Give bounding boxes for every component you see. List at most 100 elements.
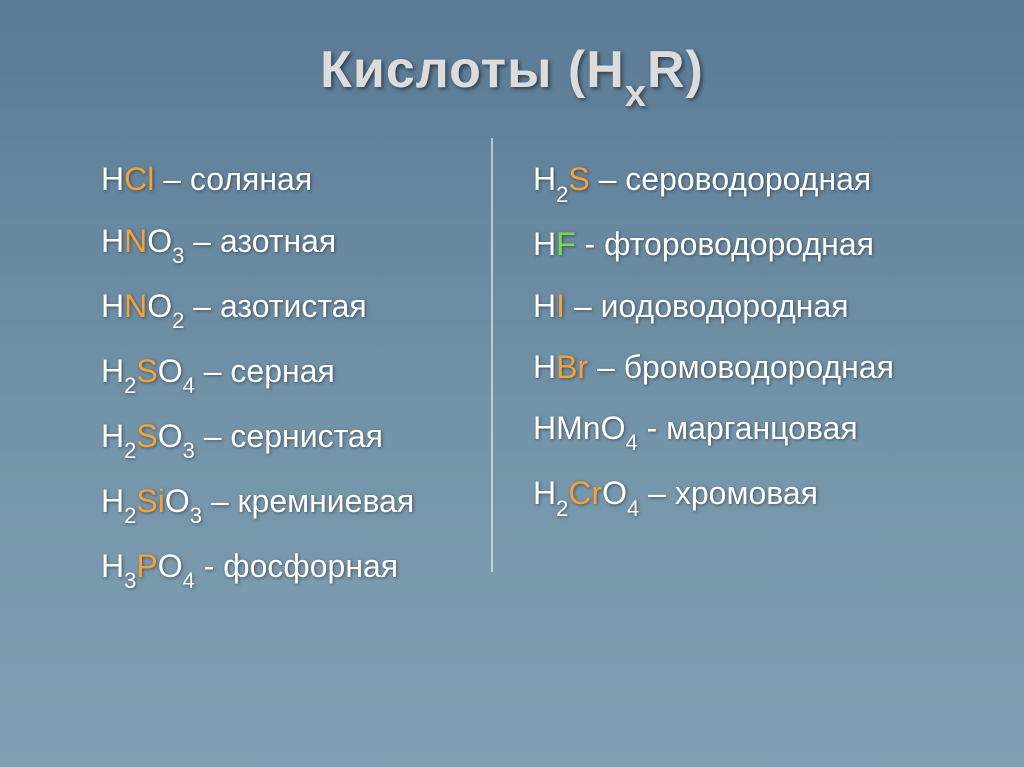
acid-entry: HBr – бромоводородная: [533, 346, 894, 389]
separator: –: [184, 288, 220, 324]
formula: H2SO3: [101, 418, 195, 454]
formula: HCl: [101, 161, 154, 197]
formula-element: Br: [556, 349, 588, 385]
separator: –: [588, 349, 624, 385]
formula-suffix-sub: 4: [625, 430, 637, 455]
acid-entry: H3PO4 - фосфорная: [101, 545, 398, 592]
formula-prefix: H: [533, 161, 556, 197]
formula-suffix: O: [165, 483, 190, 519]
formula-suffix: O: [158, 418, 183, 454]
slide: Кислоты (HxR) HCl – солянаяHNO3 – азотна…: [0, 0, 1024, 767]
formula-prefix-sub: 2: [124, 438, 136, 463]
acid-name: серная: [230, 353, 334, 389]
formula-suffix-sub: 4: [183, 373, 195, 398]
acid-name: фосфорная: [223, 548, 398, 584]
formula-suffix-sub: 4: [183, 568, 195, 593]
slide-title: Кислоты (HxR): [60, 40, 964, 108]
formula-element: Cl: [124, 161, 154, 197]
formula-prefix: H: [533, 288, 556, 324]
formula-suffix: O: [158, 353, 183, 389]
acid-entry: H2SO3 – сернистая: [101, 415, 383, 462]
acid-name: бромоводородная: [624, 349, 894, 385]
formula-suffix-sub: 3: [190, 503, 202, 528]
formula-element: F: [556, 226, 576, 262]
formula-prefix: H: [101, 353, 124, 389]
title-sub: x: [625, 73, 647, 115]
separator: –: [590, 161, 626, 197]
formula-prefix-sub: 2: [124, 503, 136, 528]
formula: H2SO4: [101, 353, 195, 389]
separator: –: [195, 353, 231, 389]
acid-entry: HNO3 – азотная: [101, 220, 336, 267]
acid-name: сернистая: [230, 418, 383, 454]
formula: H2SiO3: [101, 483, 202, 519]
title-prefix: Кислоты (H: [320, 41, 625, 99]
formula: HI: [533, 288, 565, 324]
formula-prefix: H: [101, 418, 124, 454]
acid-entry: HI – иодоводородная: [533, 285, 849, 328]
separator: -: [638, 410, 666, 446]
formula-element: N: [124, 288, 147, 324]
formula-element: Cr: [568, 475, 602, 511]
acid-name: марганцовая: [666, 410, 858, 446]
formula: HMnO4: [533, 410, 638, 446]
separator: –: [195, 418, 231, 454]
formula-prefix: H: [533, 475, 556, 511]
separator: -: [576, 226, 604, 262]
acid-entry: H2S – сероводородная: [533, 158, 871, 205]
acid-name: азотная: [220, 223, 336, 259]
formula-suffix: O: [147, 223, 172, 259]
formula-prefix-sub: 2: [556, 496, 568, 521]
formula-element: S: [136, 418, 157, 454]
formula-prefix: H: [533, 349, 556, 385]
formula-prefix: H: [101, 548, 124, 584]
formula-suffix-sub: 3: [172, 243, 184, 268]
formula-element: Mn: [556, 410, 600, 446]
acid-name: сероводородная: [625, 161, 871, 197]
acid-entry: HMnO4 - марганцовая: [533, 407, 858, 454]
formula: HNO2: [101, 288, 184, 324]
formula: H2S: [533, 161, 590, 197]
formula-suffix: O: [147, 288, 172, 324]
formula: HF: [533, 226, 576, 262]
formula: HNO3: [101, 223, 184, 259]
formula-prefix-sub: 2: [124, 373, 136, 398]
acid-entry: HF - фтороводородная: [533, 223, 874, 266]
acid-entry: H2CrO4 – хромовая: [533, 472, 818, 519]
formula-prefix-sub: 2: [556, 182, 568, 207]
formula-element: S: [568, 161, 589, 197]
acid-name: кремниевая: [238, 483, 415, 519]
formula-suffix-sub: 3: [183, 438, 195, 463]
acid-name: фтороводородная: [604, 226, 874, 262]
formula-element: I: [556, 288, 565, 324]
acid-entry: H2SiO3 – кремниевая: [101, 480, 414, 527]
formula-prefix: H: [101, 161, 124, 197]
formula-element: S: [136, 353, 157, 389]
title-suffix: R): [647, 41, 704, 99]
separator: –: [565, 288, 601, 324]
formula-element: Si: [136, 483, 164, 519]
separator: –: [639, 475, 675, 511]
formula-prefix: H: [533, 410, 556, 446]
acid-name: азотистая: [220, 288, 367, 324]
acid-entry: H2SO4 – серная: [101, 350, 335, 397]
acid-entry: HCl – соляная: [101, 158, 312, 201]
acid-name: хромовая: [675, 475, 818, 511]
separator: –: [184, 223, 220, 259]
formula: H2CrO4: [533, 475, 639, 511]
separator: -: [195, 548, 223, 584]
acid-name: иодоводородная: [601, 288, 849, 324]
formula-suffix: O: [602, 475, 627, 511]
separator: –: [202, 483, 238, 519]
formula-element: P: [136, 548, 157, 584]
acid-entry: HNO2 – азотистая: [101, 285, 367, 332]
formula-prefix: H: [101, 288, 124, 324]
acid-name: соляная: [190, 161, 312, 197]
formula-suffix: O: [158, 548, 183, 584]
right-column: H2S – сероводороднаяHF - фтороводородная…: [493, 158, 963, 592]
formula-prefix: H: [101, 223, 124, 259]
formula: HBr: [533, 349, 588, 385]
formula-suffix-sub: 4: [627, 496, 639, 521]
formula-suffix: O: [601, 410, 626, 446]
formula-element: N: [124, 223, 147, 259]
